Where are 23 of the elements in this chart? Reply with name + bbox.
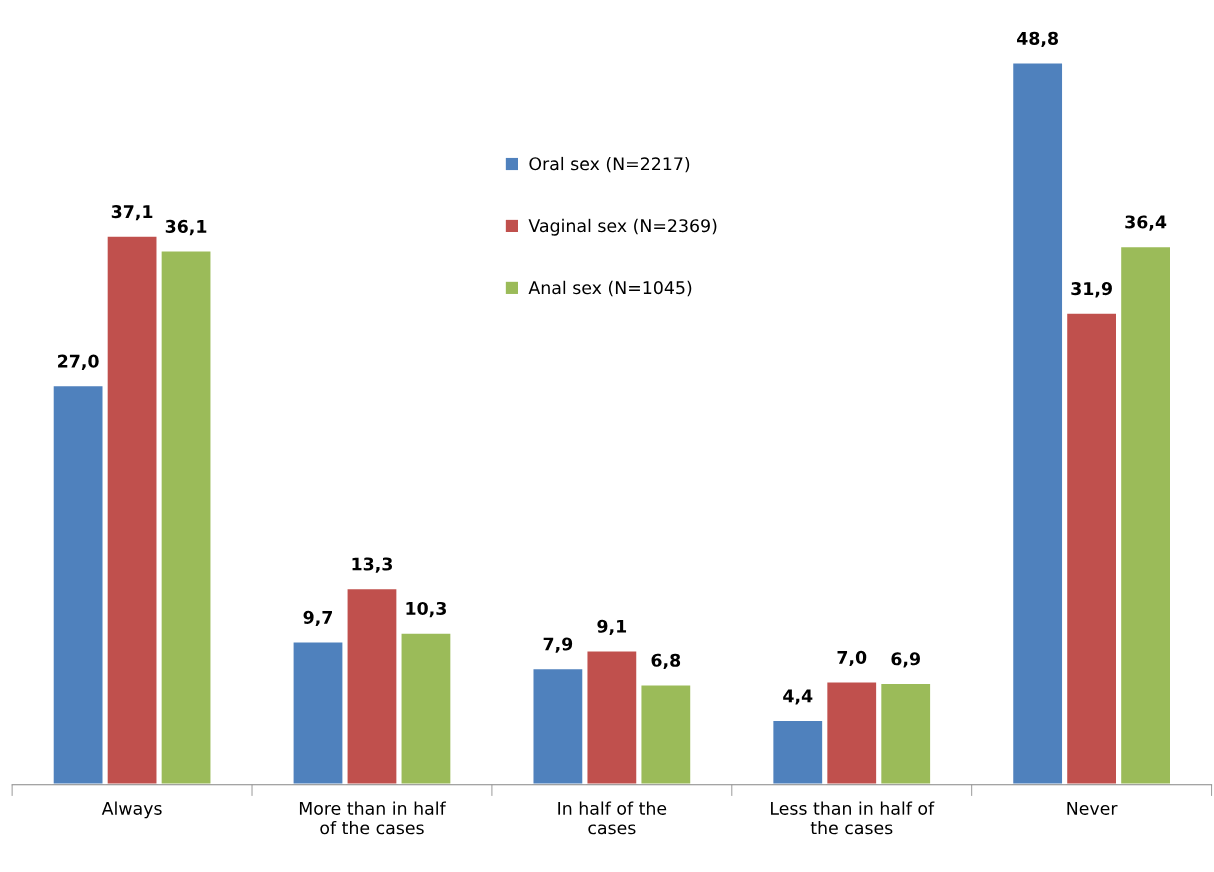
data-label: 36,4 — [1125, 215, 1167, 231]
data-label: 31,9 — [1071, 282, 1112, 298]
data-label: 6,8 — [651, 653, 681, 670]
data-label: 36,1 — [165, 219, 207, 236]
legend-label: Oral sex (N=2217) — [529, 156, 690, 173]
x-tick-label: Always — [101, 801, 162, 819]
data-label: 6,9 — [891, 652, 920, 668]
data-label: 4,4 — [783, 689, 813, 705]
data-label: 9,7 — [303, 610, 332, 627]
x-tick-label: In half of the cases — [558, 801, 667, 835]
x-tick-label: Never — [1067, 802, 1118, 815]
data-label: 37,1 — [111, 205, 153, 221]
legend-label: Anal sex (N=1045) — [528, 280, 692, 297]
data-label: 48,8 — [1017, 31, 1058, 48]
data-label: 9,1 — [597, 619, 627, 636]
data-label: 13,3 — [352, 557, 393, 573]
x-tick-label: Less than in half of the cases — [771, 801, 935, 835]
data-label: 10,3 — [406, 601, 446, 618]
x-tick-label: More than in half of the cases — [299, 801, 447, 835]
data-label: 7,0 — [837, 650, 867, 667]
data-label: 7,9 — [543, 637, 573, 653]
legend-label: Vaginal sex (N=2369) — [528, 218, 717, 236]
data-label: 27,0 — [58, 354, 99, 370]
